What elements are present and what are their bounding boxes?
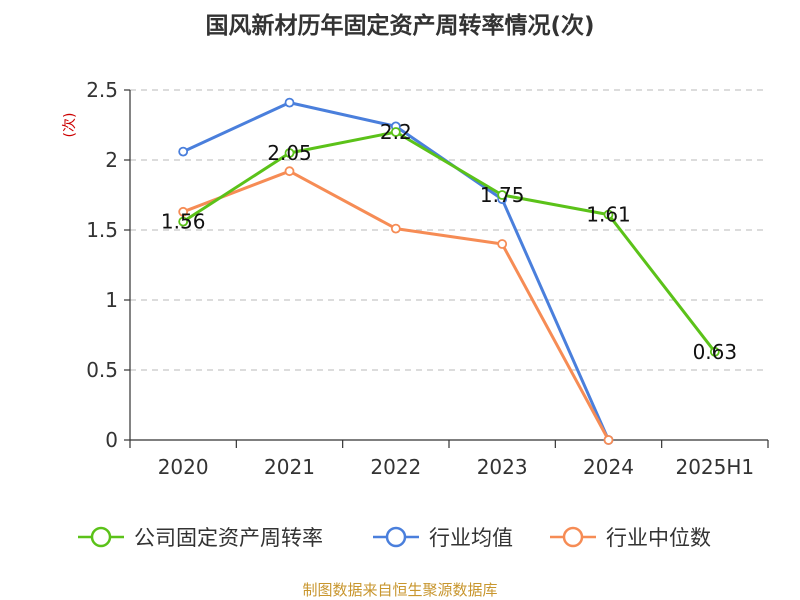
legend-swatch-marker <box>90 526 112 548</box>
y-tick-label: 2 <box>105 148 118 172</box>
data-point <box>284 166 295 177</box>
x-tick-label: 2024 <box>583 455 634 479</box>
data-point <box>603 435 614 445</box>
data-point <box>178 206 189 217</box>
data-point <box>497 239 508 249</box>
data-point <box>284 97 295 108</box>
data-label: 2.2 <box>380 120 412 144</box>
data-label: 0.63 <box>693 340 738 364</box>
data-point <box>603 209 614 220</box>
series-line-2 <box>182 169 610 441</box>
legend-label: 行业中位数 <box>606 526 711 550</box>
data-point <box>178 216 189 227</box>
y-axis-unit: (次) <box>62 113 78 138</box>
source-note: 制图数据来自恒生聚源数据库 <box>302 581 497 599</box>
data-label: 2.05 <box>267 141 312 165</box>
legend-label: 公司固定资产周转率 <box>134 526 323 550</box>
data-label: 1.61 <box>586 203 631 227</box>
chart-title: 国风新材历年固定资产周转率情况(次) <box>205 13 595 39</box>
data-point <box>497 190 508 200</box>
y-tick-label: 0 <box>105 428 118 452</box>
series-line-0 <box>182 130 717 353</box>
legend-swatch-marker <box>385 526 407 548</box>
legend-swatch-marker <box>562 526 584 548</box>
series-line-1 <box>182 101 610 441</box>
y-tick-label: 2.5 <box>86 78 118 102</box>
x-tick-label: 2020 <box>158 455 209 479</box>
data-label: 1.56 <box>161 210 206 234</box>
y-tick-label: 1.5 <box>86 218 118 242</box>
x-tick-label: 2022 <box>370 455 421 479</box>
y-tick-label: 0.5 <box>86 358 118 382</box>
data-label: 1.75 <box>480 183 525 207</box>
y-tick-label: 1 <box>105 288 118 312</box>
data-point <box>390 223 401 234</box>
x-tick-label: 2021 <box>264 455 315 479</box>
data-point <box>709 346 720 357</box>
data-point <box>178 146 189 157</box>
x-tick-label: 2025H1 <box>675 455 754 479</box>
x-tick-label: 2023 <box>477 455 528 479</box>
data-point <box>390 127 401 137</box>
data-point <box>284 148 295 158</box>
legend-label: 行业均值 <box>429 526 513 550</box>
